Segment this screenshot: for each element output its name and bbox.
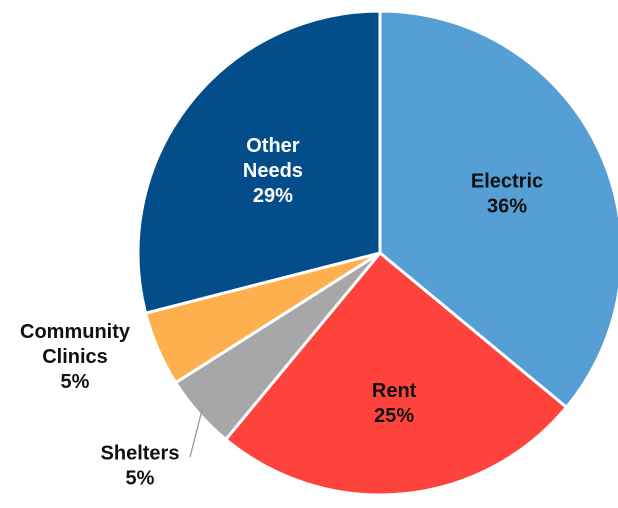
leader-line-shelters — [189, 409, 203, 458]
pie-slice-other-needs — [136, 9, 382, 315]
slice-label-rent: Rent 25% — [372, 380, 417, 427]
slice-label-shelters: Shelters 5% — [101, 443, 180, 490]
slice-label-other-needs: Other Needs 29% — [243, 135, 303, 207]
slice-label-community-clinics: Community Clinics 5% — [20, 321, 131, 393]
slice-labels: Electric 36% Rent 25% Shelters 5% Community Cli… — [20, 135, 543, 490]
pie-slice-rent — [224, 251, 568, 497]
leader-lines — [189, 409, 203, 458]
pie-slices — [136, 9, 618, 497]
slice-label-electric: Electric 36% — [471, 171, 543, 218]
pie-slice-electric — [378, 9, 618, 409]
